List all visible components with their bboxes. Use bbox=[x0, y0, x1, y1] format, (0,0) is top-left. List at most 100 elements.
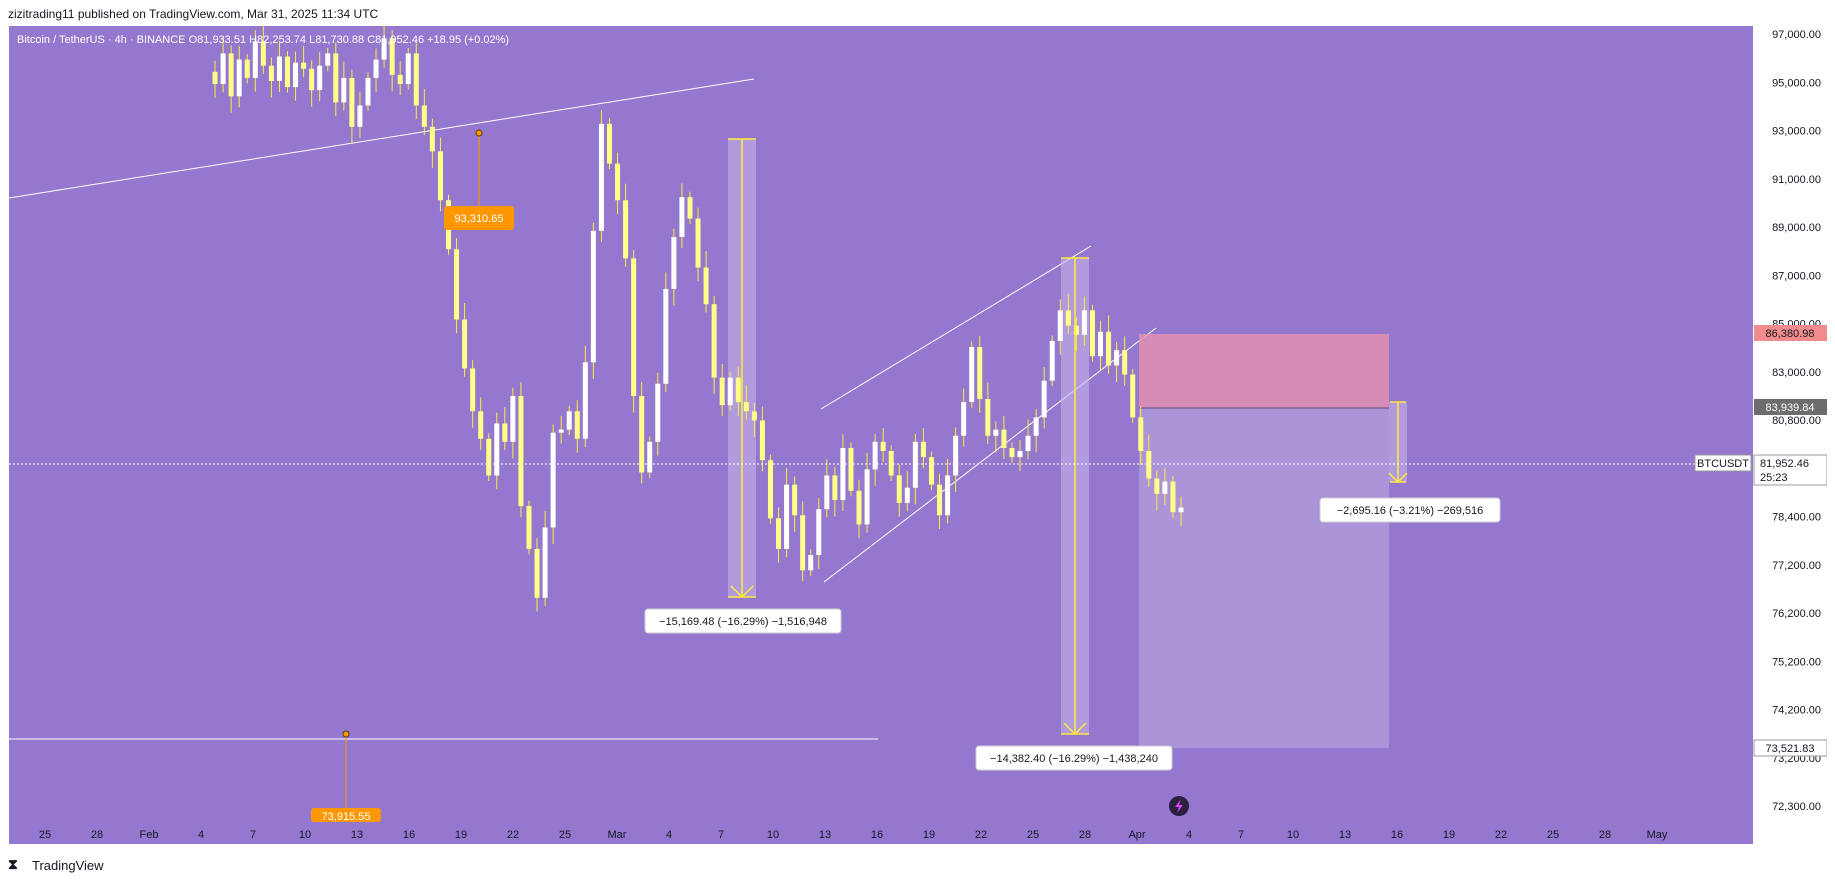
candle-body bbox=[985, 399, 991, 436]
lightning-event-icon[interactable] bbox=[1169, 796, 1189, 816]
symbol-tag[interactable]: BTCUSDT bbox=[1694, 454, 1752, 472]
price-tick-label: 83,000.00 bbox=[1772, 367, 1821, 379]
channel-lower-line[interactable] bbox=[823, 327, 1157, 583]
candle-body bbox=[615, 163, 621, 201]
candle-body bbox=[341, 77, 347, 103]
candle-body bbox=[494, 423, 500, 476]
candle-body bbox=[808, 555, 814, 571]
time-tick-label: 28 bbox=[1079, 829, 1091, 841]
candle-body bbox=[743, 402, 749, 412]
price-tick-label: 91,000.00 bbox=[1772, 174, 1821, 186]
candle-body bbox=[470, 368, 476, 412]
measure-label-1[interactable]: −15,169.48 (−16.29%) −1,516,948 bbox=[644, 608, 842, 634]
candle-body bbox=[1009, 447, 1015, 458]
high-price-text: 93,310.65 bbox=[455, 213, 504, 225]
high-price-label[interactable]: 93,310.65 bbox=[444, 206, 514, 230]
measure-arrow-1 bbox=[728, 138, 756, 599]
time-tick-label: 13 bbox=[819, 829, 831, 841]
candle-body bbox=[598, 123, 604, 231]
candle-body bbox=[268, 65, 274, 81]
candle-body bbox=[816, 509, 822, 555]
price-tick-label: 77,200.00 bbox=[1772, 560, 1821, 572]
candle-body bbox=[840, 447, 846, 500]
candle-body bbox=[373, 59, 379, 78]
svg-text:73,521.83: 73,521.83 bbox=[1766, 743, 1815, 755]
time-tick-label: 4 bbox=[666, 829, 672, 841]
time-tick-label: 7 bbox=[1238, 829, 1244, 841]
candle-body bbox=[502, 423, 508, 442]
candle-body bbox=[639, 395, 645, 473]
candle-body bbox=[928, 457, 934, 485]
low-anchor-point[interactable] bbox=[342, 730, 350, 738]
candle-body bbox=[276, 56, 282, 81]
target-price-tag: 73,521.83 bbox=[1753, 739, 1827, 757]
low-price-label[interactable]: 73,915.55 bbox=[311, 808, 381, 823]
candle-body bbox=[800, 515, 806, 571]
time-tick-label: 13 bbox=[1339, 829, 1351, 841]
candle-body bbox=[550, 432, 556, 528]
candle-body bbox=[1154, 478, 1160, 494]
candle-body bbox=[759, 420, 765, 461]
measure-label-3[interactable]: −2,695.16 (−3.21%) −269,516 bbox=[1319, 497, 1501, 523]
candle-body bbox=[260, 41, 266, 66]
time-tick-label: 4 bbox=[1186, 829, 1192, 841]
last-price-tag: 81,952.46 25:23 bbox=[1753, 454, 1827, 486]
candle-body bbox=[647, 441, 653, 473]
candlestick-series[interactable] bbox=[212, 26, 1184, 612]
candle-body bbox=[574, 411, 580, 439]
svg-text:86,380.98: 86,380.98 bbox=[1766, 328, 1815, 340]
candle-body bbox=[309, 68, 315, 91]
publisher-line: zizitrading11 published on TradingView.c… bbox=[8, 7, 379, 21]
candle-body bbox=[888, 451, 894, 476]
publisher-bar: zizitrading11 published on TradingView.c… bbox=[0, 0, 1835, 26]
brand-name[interactable]: TradingView bbox=[32, 858, 104, 873]
candle-body bbox=[711, 304, 717, 378]
time-tick-label: 4 bbox=[198, 829, 204, 841]
time-tick-label: 28 bbox=[91, 829, 103, 841]
time-tick-label: 19 bbox=[923, 829, 935, 841]
stop-loss-zone[interactable] bbox=[1139, 334, 1389, 408]
symbol-legend[interactable]: Bitcoin / TetherUS · 4h · BINANCE O81,93… bbox=[17, 34, 509, 46]
candle-body bbox=[284, 56, 290, 88]
time-tick-label: 25 bbox=[39, 829, 51, 841]
high-anchor-point[interactable] bbox=[475, 129, 483, 137]
candle-body bbox=[582, 362, 588, 439]
channel-upper-line[interactable] bbox=[820, 245, 1092, 410]
ascending-trendline[interactable] bbox=[9, 78, 755, 199]
profit-target-zone[interactable] bbox=[1139, 408, 1389, 748]
measure-label-3-text: −2,695.16 (−3.21%) −269,516 bbox=[1337, 505, 1483, 517]
ohlc-values: O81,933.51 H82,253.74 L81,730.88 C81,952… bbox=[188, 34, 510, 46]
measure-arrow-2 bbox=[1061, 257, 1089, 736]
chart-area[interactable]: 93,310.65 73,915.55 −15,169.48 (−16.29%)… bbox=[9, 26, 1827, 844]
candle-body bbox=[293, 62, 299, 88]
candle-body bbox=[1162, 481, 1168, 494]
candle-body bbox=[832, 475, 838, 500]
time-tick-label: 22 bbox=[507, 829, 519, 841]
stop-price-tag: 86,380.98 bbox=[1754, 325, 1827, 341]
candle-body bbox=[228, 53, 234, 97]
candle-body bbox=[727, 377, 733, 406]
price-tick-label: 76,200.00 bbox=[1772, 608, 1821, 620]
tradingview-logo-icon[interactable]: ⧗ bbox=[8, 856, 18, 872]
candle-body bbox=[349, 77, 355, 127]
candle-body bbox=[1130, 374, 1136, 418]
time-tick-label: 7 bbox=[718, 829, 724, 841]
price-chart[interactable]: 93,310.65 73,915.55 −15,169.48 (−16.29%)… bbox=[9, 26, 1827, 844]
candle-body bbox=[663, 288, 669, 384]
candle-body bbox=[655, 383, 661, 442]
price-tick-label: 80,800.00 bbox=[1772, 415, 1821, 427]
candle-body bbox=[920, 441, 926, 458]
candle-body bbox=[429, 126, 435, 152]
candle-body bbox=[695, 218, 701, 268]
candle-body bbox=[671, 236, 677, 289]
candle-body bbox=[945, 475, 951, 516]
candle-body bbox=[542, 527, 548, 598]
symbol-name: Bitcoin / TetherUS · 4h · BINANCE bbox=[17, 34, 186, 46]
price-axis[interactable] bbox=[1753, 26, 1827, 844]
time-tick-label: 28 bbox=[1599, 829, 1611, 841]
candle-body bbox=[421, 105, 427, 127]
price-tick-label: 72,300.00 bbox=[1772, 801, 1821, 813]
candle-body bbox=[880, 441, 886, 452]
low-price-text: 73,915.55 bbox=[322, 811, 371, 823]
measure-label-2[interactable]: −14,382.40 (−16.29%) −1,438,240 bbox=[975, 745, 1173, 771]
